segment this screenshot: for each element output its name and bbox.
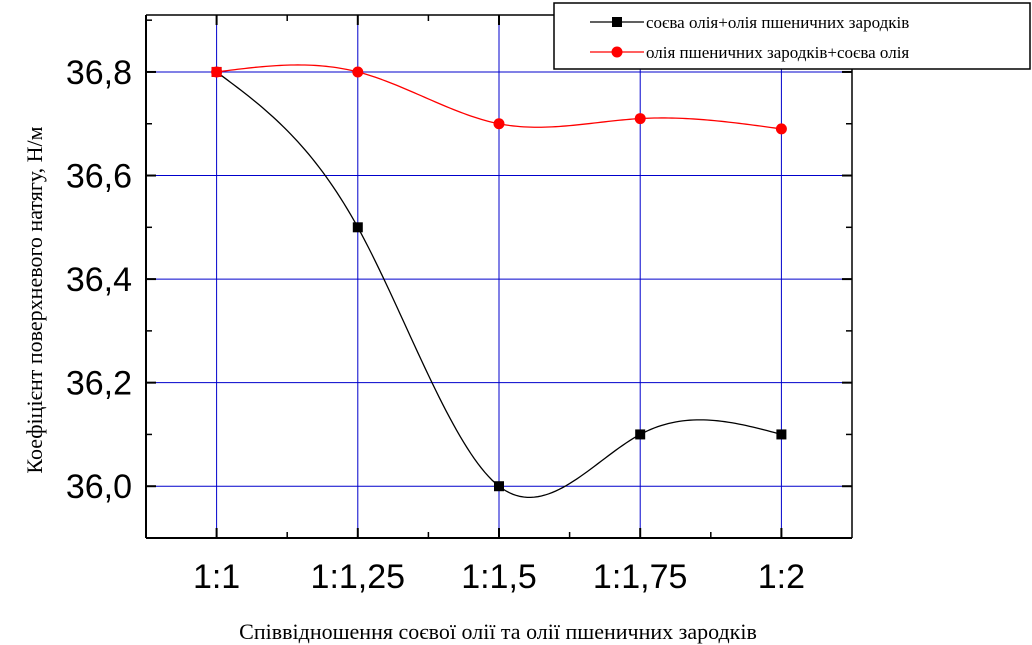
x-tick-label: 1:1,25 — [311, 558, 406, 596]
data-point-square — [635, 429, 646, 440]
legend-marker-circle — [611, 46, 623, 58]
y-tick-label: 36,8 — [66, 54, 132, 92]
data-point-circle — [775, 123, 787, 135]
legend-marker-square — [612, 17, 622, 27]
y-tick-label: 36,6 — [66, 158, 132, 196]
legend-label: олія пшеничних зародків+соєва олія — [646, 43, 909, 62]
x-tick-label: 1:1,75 — [593, 558, 688, 596]
legend-label: соєва олія+олія пшеничних зародків — [646, 13, 909, 32]
data-point-overlap — [211, 66, 222, 77]
legend-box — [553, 2, 1031, 70]
legend: соєва олія+олія пшеничних зародків олія п… — [553, 2, 1031, 70]
series — [211, 64, 787, 499]
grid — [146, 15, 852, 538]
data-point-circle — [493, 118, 505, 130]
y-axis-title: Коефіцієнт поверхневого натягу, Н/м — [22, 126, 47, 473]
data-point-circle — [352, 66, 364, 78]
y-tick-label: 36,4 — [66, 261, 132, 299]
x-tick-label: 1:2 — [758, 558, 805, 596]
x-axis-title: Співвідношення соєвої олії та олії пшени… — [239, 619, 757, 644]
x-tick-label: 1:1 — [193, 558, 240, 596]
data-point-circle — [634, 113, 646, 125]
x-tick-label: 1:1,5 — [461, 558, 537, 596]
data-point-square — [352, 222, 363, 233]
data-point-square — [494, 481, 504, 492]
y-tick-label: 36,0 — [66, 468, 132, 506]
y-tick-label: 36,2 — [66, 365, 132, 403]
axes: 36,0 36,2 36,4 36,6 36,8 1:1 1:1,25 1:1,5 1:1,75… — [66, 14, 853, 596]
data-point-square — [776, 429, 787, 440]
